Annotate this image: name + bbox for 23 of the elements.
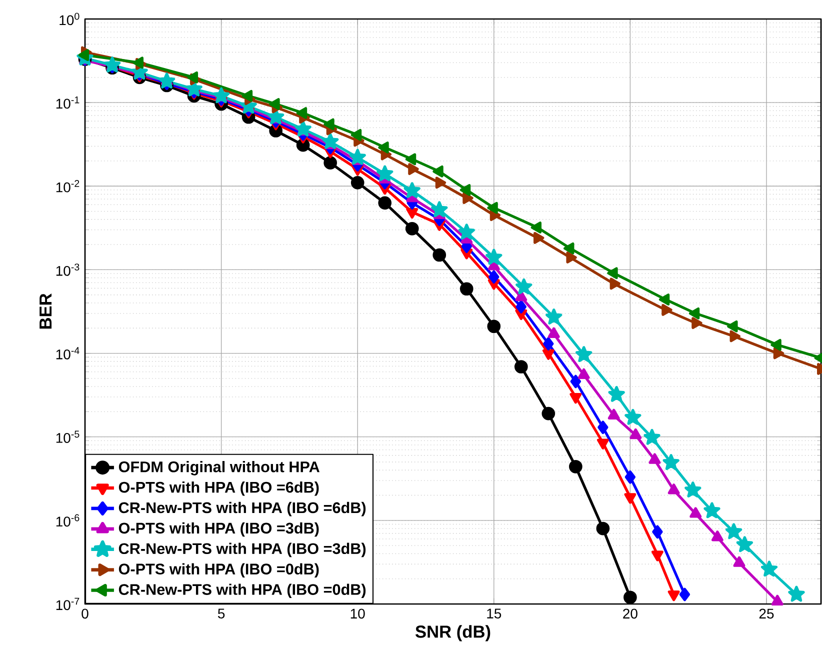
legend-label: CR-New-PTS with HPA (IBO =3dB) [118,542,366,558]
x-tick-label: 10 [350,608,365,619]
x-tick-label: 0 [82,608,88,619]
legend-label: CR-New-PTS with HPA (IBO =6dB) [118,502,366,516]
legend-label: O-PTS with HPA (IBO =3dB) [118,522,319,537]
x-tick-label: 5 [218,608,225,618]
y-tick-label: 10$^{-1}$ [56,96,80,109]
legend-label: OFDM Original without HPA [118,461,320,476]
x-tick-label: 25 [759,608,774,619]
y-tick-label: 10$^{-5}$ [56,430,80,443]
y-tick-label: 10$^{-3}$ [56,264,80,276]
y-tick-label: 10$^{-4}$ [56,347,80,360]
y-tick-label: 10$^{-7}$ [56,598,80,610]
legend-label: O-PTS with HPA (IBO =0dB) [118,563,319,578]
legend-label: CR-New-PTS with HPA (IBO =0dB) [118,584,366,598]
y-tick-label: 10$^{0}$ [60,12,80,26]
x-tick-label: 15 [487,608,502,618]
y-axis-title: BER [40,294,52,329]
legend-label: O-PTS with HPA (IBO =6dB) [118,481,319,496]
y-tick-label: 10$^{-6}$ [56,514,80,527]
x-axis-title: SNR (dB) [415,625,490,642]
x-tick-label: 20 [623,608,638,619]
y-tick-label: 10$^{-2}$ [56,180,80,192]
